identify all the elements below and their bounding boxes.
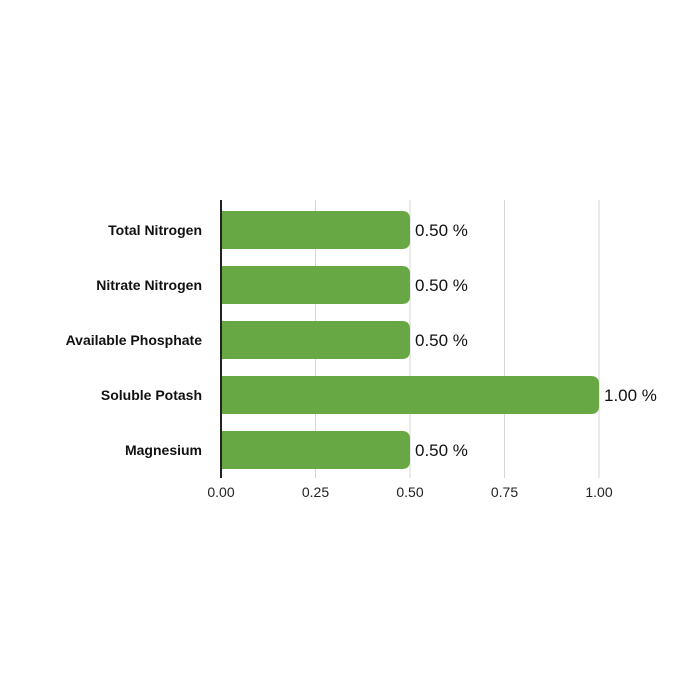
bar bbox=[221, 211, 410, 249]
bar bbox=[221, 266, 410, 304]
category-label: Total Nitrogen bbox=[108, 222, 202, 238]
data-label: 0.50 % bbox=[415, 331, 468, 350]
category-label: Nitrate Nitrogen bbox=[96, 277, 202, 293]
category-label: Magnesium bbox=[125, 442, 202, 458]
x-tick-label: 0.50 bbox=[396, 484, 423, 500]
bar bbox=[221, 376, 599, 414]
data-label: 0.50 % bbox=[415, 276, 468, 295]
x-tick-label: 1.00 bbox=[585, 484, 612, 500]
x-tick-label: 0.75 bbox=[491, 484, 518, 500]
bar bbox=[221, 431, 410, 469]
data-label: 1.00 % bbox=[604, 386, 657, 405]
data-label: 0.50 % bbox=[415, 221, 468, 240]
data-label: 0.50 % bbox=[415, 441, 468, 460]
category-label: Available Phosphate bbox=[66, 332, 203, 348]
x-tick-label: 0.00 bbox=[207, 484, 234, 500]
x-tick-label: 0.25 bbox=[302, 484, 329, 500]
bar bbox=[221, 321, 410, 359]
category-label: Soluble Potash bbox=[101, 387, 202, 403]
